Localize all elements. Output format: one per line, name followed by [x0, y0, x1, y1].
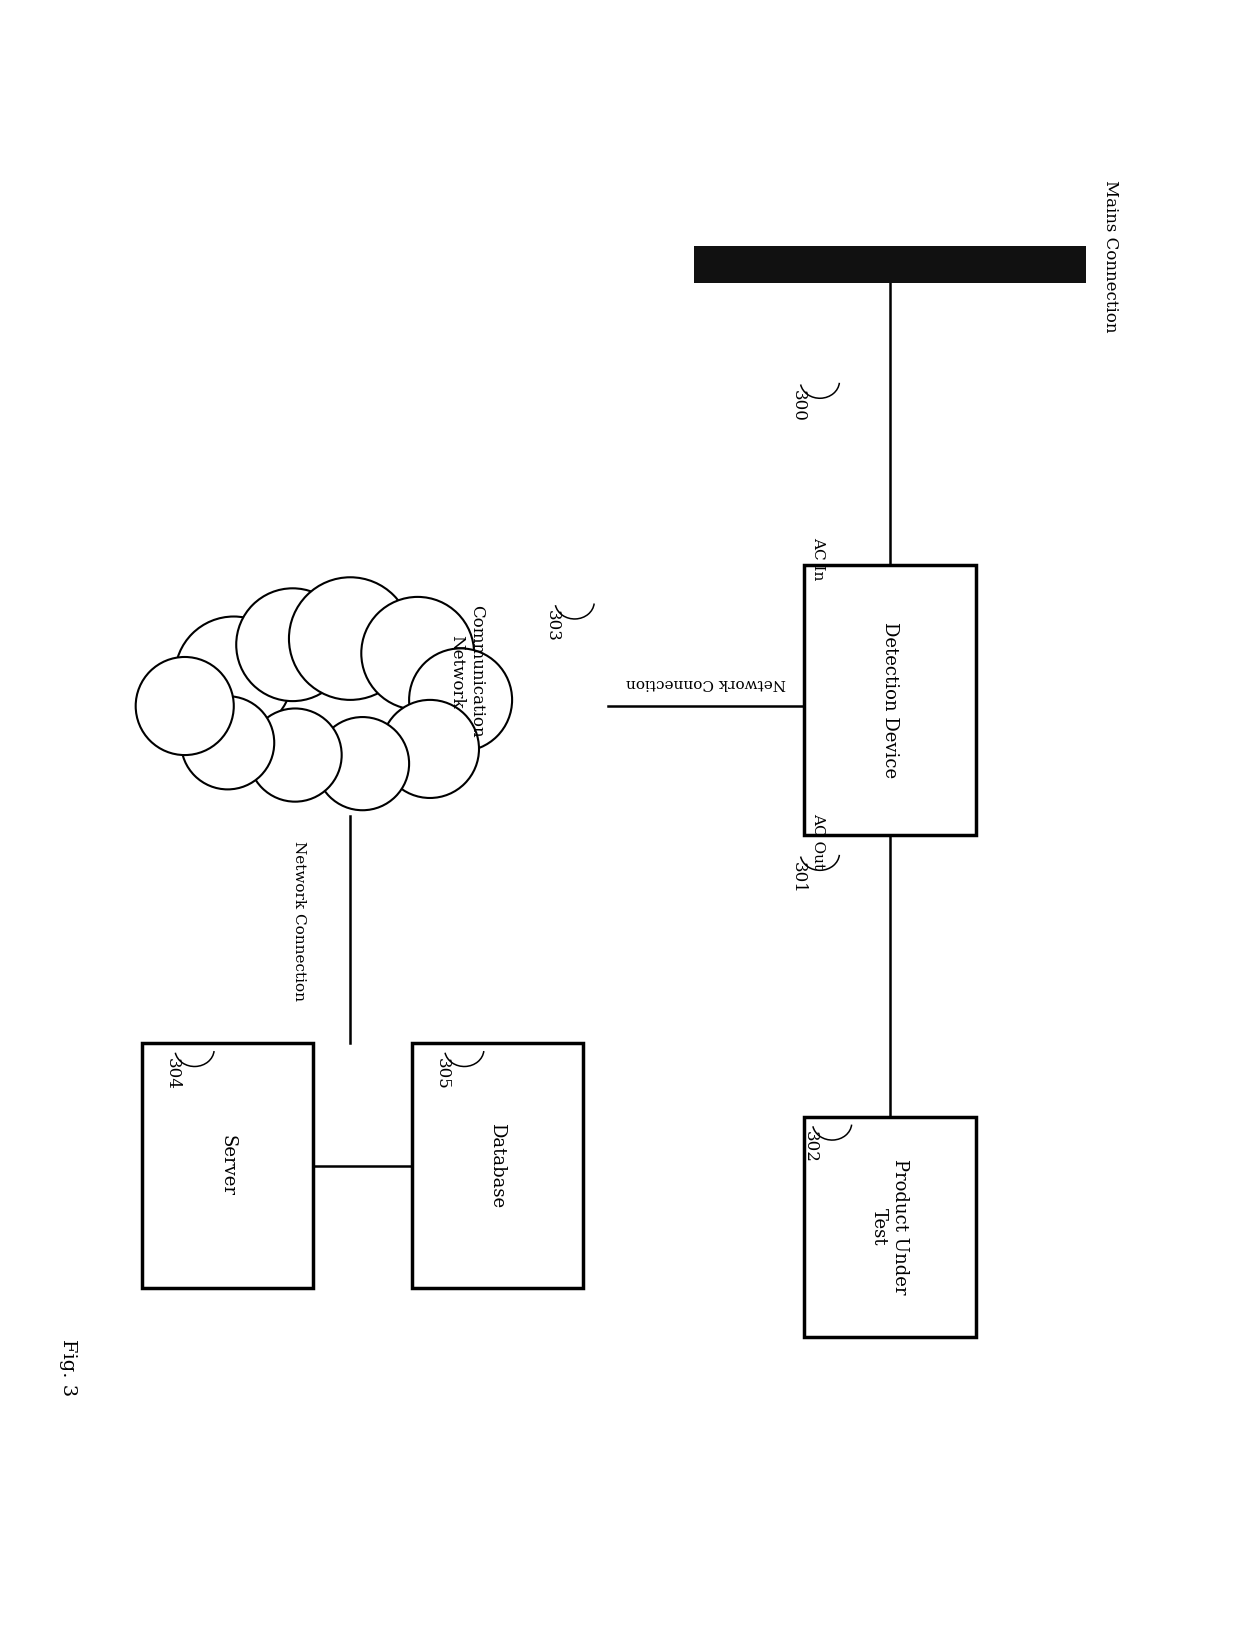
Text: Product Under
Test: Product Under Test — [870, 1160, 909, 1295]
Circle shape — [409, 648, 512, 752]
Circle shape — [237, 589, 348, 701]
Text: Mains Connection: Mains Connection — [1102, 179, 1118, 332]
Text: 300: 300 — [790, 390, 806, 421]
Bar — [412, 1043, 583, 1288]
Text: AC In: AC In — [811, 538, 826, 581]
Circle shape — [175, 617, 293, 734]
Bar — [804, 564, 976, 834]
Bar — [693, 247, 1086, 283]
Text: Database: Database — [489, 1124, 506, 1209]
Bar — [804, 1117, 976, 1337]
Text: 302: 302 — [801, 1132, 818, 1163]
Text: 304: 304 — [164, 1058, 181, 1089]
Text: 303: 303 — [544, 610, 560, 642]
Text: 301: 301 — [790, 862, 806, 893]
Text: Server: Server — [218, 1135, 237, 1196]
Circle shape — [135, 656, 234, 755]
Text: Network Connection: Network Connection — [291, 841, 306, 1000]
Circle shape — [289, 577, 412, 699]
Bar — [141, 1043, 314, 1288]
Circle shape — [361, 597, 474, 709]
Circle shape — [248, 709, 342, 801]
Text: Detection Device: Detection Device — [880, 622, 899, 778]
Text: Communication
Network: Communication Network — [449, 605, 485, 739]
Text: Network Connection: Network Connection — [626, 676, 786, 691]
Text: 305: 305 — [434, 1058, 450, 1089]
Text: AC Out: AC Out — [811, 813, 826, 869]
Circle shape — [181, 696, 274, 790]
Circle shape — [316, 717, 409, 811]
Text: Fig. 3: Fig. 3 — [60, 1339, 77, 1397]
Circle shape — [381, 699, 479, 798]
